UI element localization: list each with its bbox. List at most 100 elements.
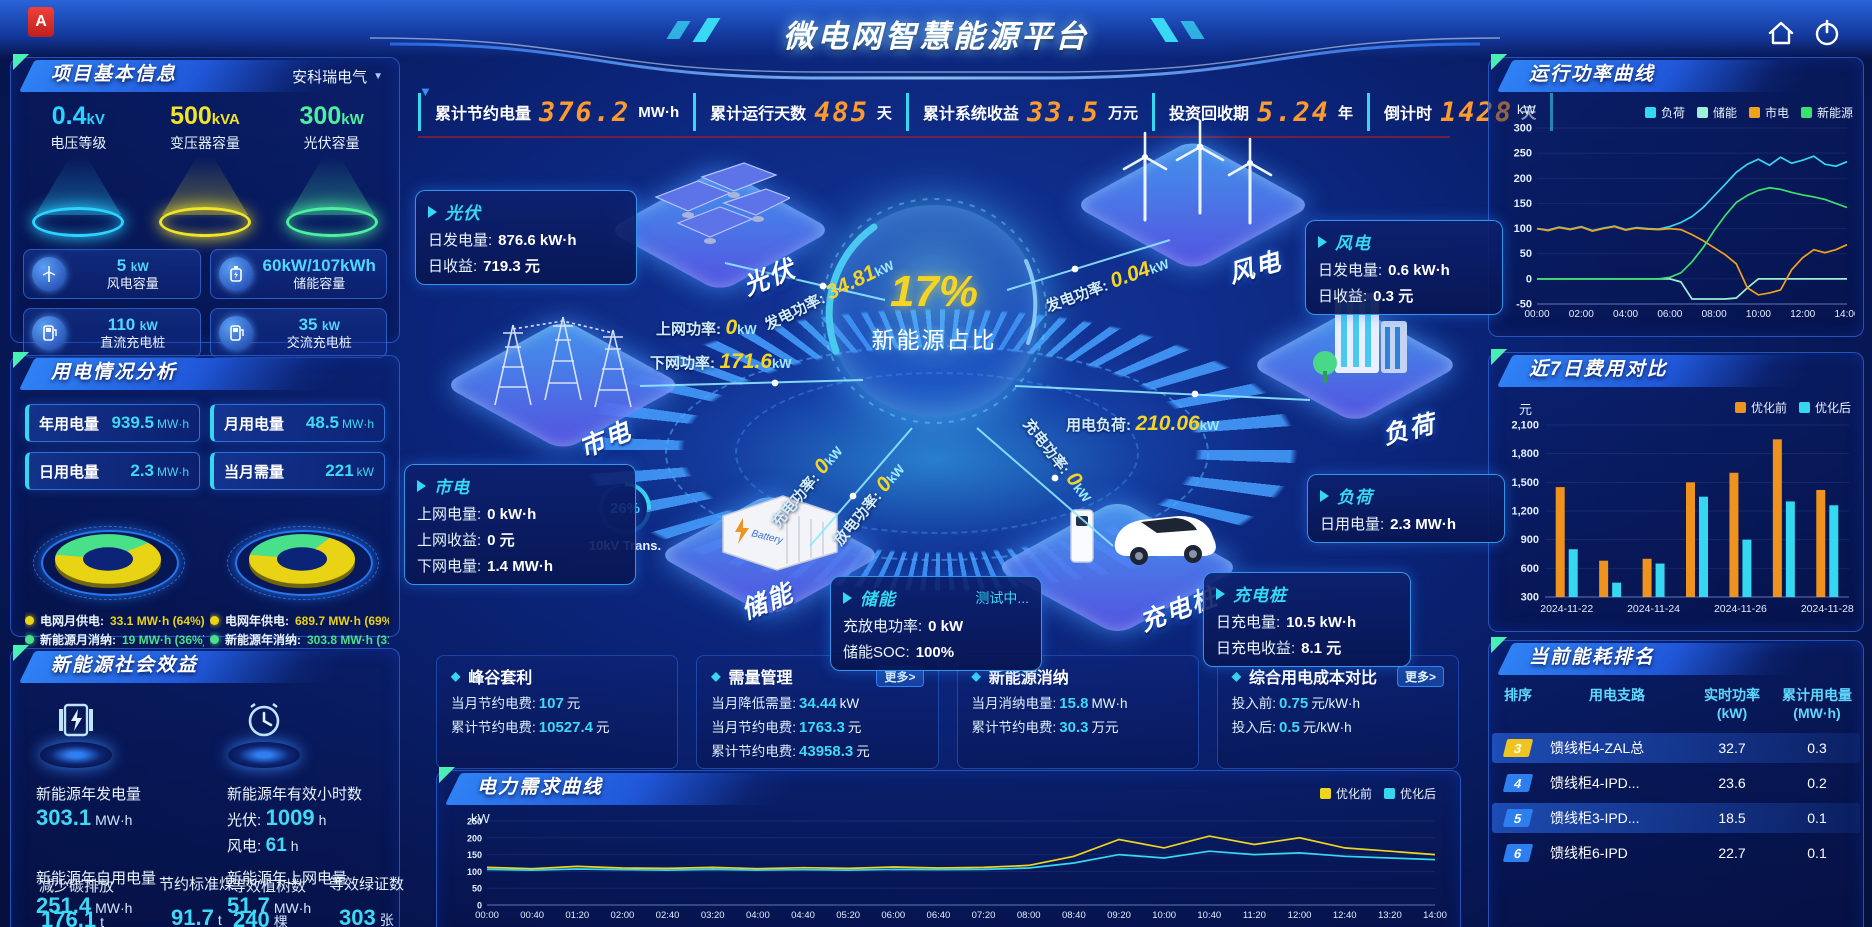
- legend-label: 新能源年消纳:: [225, 633, 301, 647]
- legend-item-市电[interactable]: 市电: [1748, 104, 1789, 121]
- glow-ring: [158, 207, 251, 237]
- svg-text:06:00: 06:00: [1657, 309, 1682, 320]
- benefit-card-title: 综合用电成本对比: [1248, 670, 1377, 687]
- card-label: 储能容量: [293, 276, 346, 292]
- svg-text:04:00: 04:00: [1613, 309, 1638, 320]
- stat-label: 投资回收期: [1168, 106, 1249, 123]
- flow-to-grid: 上网功率: 0kW: [656, 316, 757, 339]
- stat-2: 累计系统收益 33.5 万元: [905, 93, 1152, 131]
- box-arrow-icon: [843, 591, 852, 604]
- svg-text:00:40: 00:40: [520, 910, 544, 921]
- solar-panels-icon: [654, 162, 790, 244]
- legend-item-优化后[interactable]: 优化后: [1798, 399, 1851, 416]
- pv-hours: 光伏: 1009 h: [227, 805, 327, 830]
- legend-item-优化后[interactable]: 优化后: [1383, 785, 1436, 802]
- home-icon[interactable]: [1764, 16, 1798, 50]
- status-badge: 测试中...: [975, 589, 1029, 606]
- svg-text:12:40: 12:40: [1333, 910, 1357, 921]
- usage-stat-chips: 年用电量 939.5 MW·h 月用电量 48.5 MW·h 日用电量 2.3 MW·h 当…: [11, 392, 399, 490]
- box-arrow-icon: [1318, 235, 1327, 248]
- dc-charger-icon: [32, 316, 66, 350]
- svg-text:900: 900: [1521, 534, 1539, 546]
- hours-pedestal: [227, 697, 301, 768]
- chevron-down-icon: ▼: [373, 71, 383, 82]
- ranking-row-6[interactable]: 6 馈线柜6-IPD 22.7 0.1: [1492, 838, 1860, 868]
- usage-analysis-panel: 用电情况分析 年用电量 939.5 MW·h 月用电量 48.5 MW·h 日用电量 2…: [10, 352, 400, 647]
- capacity-card-3: 35 kW 交流充电桩: [209, 308, 387, 358]
- legend-item-新能源[interactable]: 新能源: [1800, 104, 1853, 121]
- card-value: 5: [116, 256, 127, 275]
- social-benefit-panel: 新能源社会效益 新能源年发电量 303.1 MW·h 新能源年有效小时数 光伏: …: [10, 645, 404, 927]
- battery-lightning-icon: [59, 703, 93, 737]
- svg-text:200: 200: [467, 833, 482, 843]
- capacity-cards: 5 kW 风电容量 60kW/107kWh 储能容量 110 kW 直流充电桩 …: [11, 237, 399, 358]
- load-info-box: 负荷 日用电量: 2.3 MW·h: [1307, 474, 1505, 543]
- ev-charger-icon: [1070, 509, 1216, 565]
- svg-text:02:00: 02:00: [1569, 309, 1594, 320]
- benefit-card-3: ◆ 综合用电成本对比 更多> 投入前: 0.75 元/kW·h 投入后: 0.5 元/kW·h: [1216, 655, 1459, 769]
- renewable-share-percent: 17%: [889, 267, 979, 316]
- legend-item-储能[interactable]: 储能: [1696, 104, 1737, 121]
- coal-value: 91.7 t: [171, 905, 222, 927]
- gen-label: 新能源年发电量: [36, 786, 142, 803]
- chip-value: 2.3: [130, 461, 154, 480]
- svg-text:50: 50: [1520, 248, 1532, 260]
- chip-label: 日用电量: [39, 463, 100, 481]
- carbon-value: 176.1 t: [41, 907, 104, 927]
- box-line: 日收益: 719.3 元: [428, 258, 540, 275]
- ranking-table-body: 3 馈线柜4-ZAL总 32.7 0.3 4 馈线柜4-IPD... 23.6 0…: [1489, 733, 1863, 868]
- box-title: 储能: [860, 590, 896, 609]
- power-icon[interactable]: [1810, 16, 1844, 50]
- page-title: 微电网智慧能源平台: [783, 19, 1089, 54]
- svg-text:2024-11-26: 2024-11-26: [1714, 603, 1767, 615]
- capacity-card-2: 110 kW 直流充电桩: [23, 308, 201, 358]
- svg-text:250: 250: [1514, 148, 1532, 160]
- wind-info-box: 风电 日发电量: 0.6 kW·h 日收益: 0.3 元: [1305, 220, 1503, 315]
- run-power-panel: 运行功率曲线 kW 负荷 储能 市电 新能源 300 250 200 150 100 50 0 -5…: [1488, 54, 1864, 337]
- ranking-row-3[interactable]: 3 馈线柜4-ZAL总 32.7 0.3: [1492, 733, 1860, 763]
- company-select[interactable]: 安科瑞电气 ▼: [292, 69, 383, 86]
- legend-item-优化前[interactable]: 优化前: [1319, 785, 1372, 802]
- brand-logo: A: [28, 7, 54, 37]
- svg-text:1,200: 1,200: [1511, 506, 1539, 518]
- usage-chip-3: 当月需量 221 kW: [210, 452, 385, 490]
- realtime-power: 32.7: [1718, 740, 1746, 756]
- box-line: 上网收益: 0 元: [417, 532, 515, 549]
- light-cone: [288, 157, 375, 215]
- spot-value: 0.4: [51, 102, 87, 130]
- supply-donuts: [11, 504, 399, 600]
- legend-item-负荷[interactable]: 负荷: [1644, 104, 1685, 121]
- card-unit: kW: [321, 319, 340, 333]
- realtime-power: 23.6: [1718, 775, 1746, 791]
- glow-ring: [285, 207, 378, 237]
- ranking-row-4[interactable]: 4 馈线柜4-IPD... 23.6 0.2: [1492, 768, 1860, 798]
- legend-label: 优化前: [1750, 401, 1787, 415]
- box-arrow-icon: [1216, 587, 1225, 600]
- hours-label: 新能源年有效小时数: [227, 786, 363, 803]
- trees-value: 240 棵: [233, 907, 288, 927]
- donut-legend-3: 新能源年消纳: 303.8 MW·h (31%): [210, 631, 389, 648]
- rank-badge: 4: [1502, 774, 1534, 792]
- energy-beams: [639, 239, 1311, 547]
- legend-label: 电网月供电:: [40, 614, 104, 628]
- stat-0: 累计节约电量 376.2 MW·h: [418, 93, 693, 131]
- legend-item-优化前[interactable]: 优化前: [1734, 399, 1787, 416]
- box-title: 负荷: [1337, 488, 1373, 507]
- legend-label: 市电: [1764, 106, 1789, 120]
- more-button[interactable]: 更多>: [1396, 665, 1444, 687]
- card-label: 风电容量: [106, 276, 159, 292]
- svg-text:1,800: 1,800: [1511, 448, 1539, 460]
- benefit-card-0: ◆ 峰谷套利 当月节约电费: 107 元累计节约电费: 10527.4 元: [436, 655, 679, 769]
- svg-text:00:00: 00:00: [1524, 309, 1549, 320]
- box-arrow-icon: [417, 479, 426, 492]
- svg-text:12:00: 12:00: [1790, 309, 1815, 320]
- collapse-caret-icon[interactable]: ▼: [419, 84, 432, 99]
- box-line: 充放电功率: 0 kW: [843, 618, 964, 635]
- ranking-row-5[interactable]: 5 馈线柜3-IPD... 18.5 0.1: [1492, 803, 1860, 833]
- spot-unit: kW: [341, 111, 364, 128]
- capacity-spot-1: 500kVA 变压器容量: [146, 102, 264, 237]
- legend-dot: [210, 635, 219, 644]
- box-line: 储能SOC: 100%: [843, 644, 955, 661]
- legend-label: 储能: [1712, 106, 1737, 120]
